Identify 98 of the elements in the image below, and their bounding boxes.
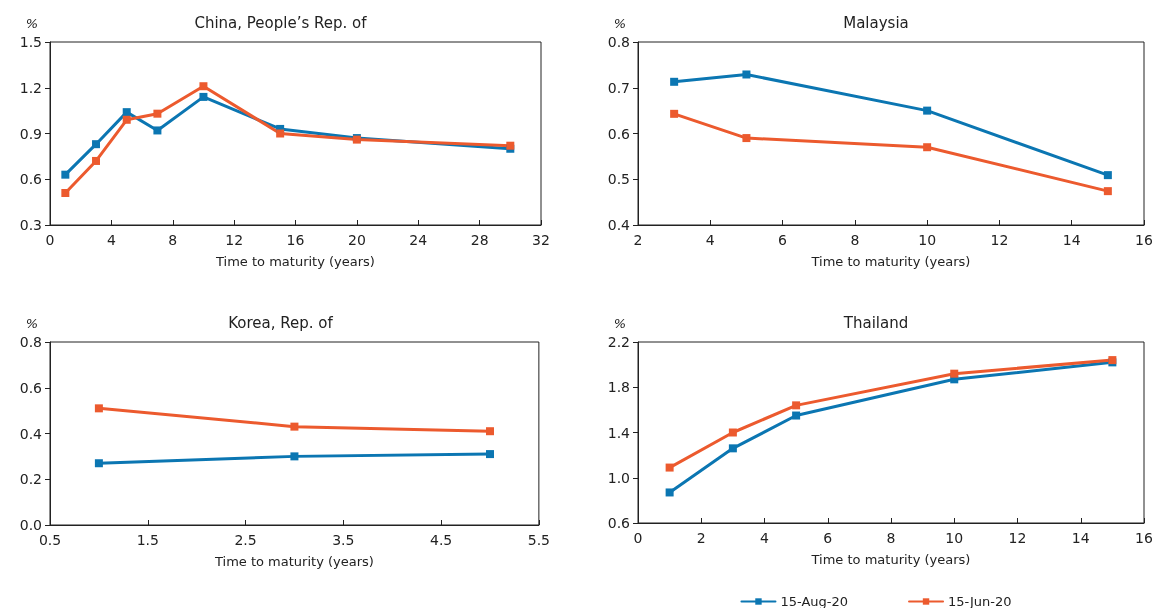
y-tick-label: 0.2 bbox=[19, 471, 42, 488]
x-tick-label: 1.5 bbox=[136, 532, 159, 548]
y-tick-label: 1.4 bbox=[607, 424, 631, 441]
x-tick-label: 14 bbox=[1062, 232, 1081, 248]
y-tick-label: 0.3 bbox=[19, 217, 42, 233]
chart-title: China, People’s Rep. of bbox=[194, 13, 368, 32]
point bbox=[665, 488, 674, 497]
x-tick-label: 28 bbox=[470, 232, 489, 248]
point bbox=[923, 106, 932, 115]
point bbox=[485, 450, 494, 459]
x-tick-label: 0 bbox=[45, 232, 55, 248]
x-tick-label: 6 bbox=[778, 232, 788, 248]
x-axis-title: Time to maturity (years) bbox=[810, 552, 971, 567]
x-axis-title: Time to maturity (years) bbox=[810, 254, 971, 269]
x-tick-label: 16 bbox=[286, 232, 305, 248]
y-axis-title: % bbox=[613, 316, 626, 331]
x-tick-label: 4 bbox=[106, 232, 116, 248]
x-tick-label: 0 bbox=[633, 530, 643, 546]
point bbox=[728, 428, 737, 437]
x-tick-label: 14 bbox=[1071, 530, 1090, 546]
point bbox=[94, 404, 103, 413]
y-tick-label: 0.6 bbox=[607, 515, 631, 531]
y-axis-title: % bbox=[25, 16, 38, 31]
point bbox=[153, 109, 162, 118]
x-tick-label: 10 bbox=[918, 232, 937, 248]
x-tick-label: 32 bbox=[532, 232, 550, 248]
legend-label: 15-Jun-20 bbox=[948, 594, 1012, 608]
point bbox=[92, 140, 101, 149]
x-tick-label: 12 bbox=[1008, 530, 1027, 546]
y-tick-label: 0.6 bbox=[19, 171, 43, 188]
point bbox=[742, 134, 751, 143]
y-tick-label: 0.4 bbox=[607, 217, 631, 233]
point bbox=[728, 444, 737, 453]
y-tick-label: 0.0 bbox=[19, 517, 42, 533]
point bbox=[485, 427, 494, 436]
x-tick-label: 8 bbox=[168, 232, 178, 248]
y-tick-label: 0.7 bbox=[607, 79, 630, 96]
x-tick-label: 2 bbox=[633, 232, 643, 248]
x-tick-label: 2 bbox=[696, 530, 706, 546]
point bbox=[290, 452, 299, 461]
point bbox=[950, 369, 959, 378]
point bbox=[122, 108, 131, 117]
y-tick-label: 1.8 bbox=[607, 379, 630, 396]
y-tick-label: 0.6 bbox=[19, 379, 43, 396]
x-tick-label: 20 bbox=[347, 232, 366, 248]
x-tick-label: 24 bbox=[409, 232, 428, 248]
point bbox=[742, 70, 751, 79]
point bbox=[199, 82, 208, 91]
point bbox=[94, 459, 103, 468]
point bbox=[670, 77, 679, 86]
y-tick-label: 0.8 bbox=[607, 34, 630, 50]
point bbox=[670, 109, 679, 118]
x-tick-label: 4 bbox=[705, 232, 715, 248]
x-tick-label: 16 bbox=[1135, 232, 1153, 248]
chart-title: Korea, Rep. of bbox=[228, 313, 334, 332]
y-tick-label: 0.5 bbox=[607, 171, 630, 188]
x-tick-label: 5.5 bbox=[527, 532, 550, 548]
x-axis-title: Time to maturity (years) bbox=[215, 254, 375, 269]
point bbox=[792, 411, 801, 420]
point bbox=[290, 422, 299, 431]
x-tick-label: 2.5 bbox=[234, 532, 257, 548]
point bbox=[199, 92, 208, 101]
x-tick-label: 0.5 bbox=[38, 532, 62, 548]
point bbox=[665, 463, 674, 472]
x-tick-label: 3.5 bbox=[332, 532, 355, 548]
y-tick-label: 0.6 bbox=[607, 125, 631, 142]
y-tick-label: 0.9 bbox=[19, 125, 42, 142]
x-tick-label: 6 bbox=[823, 530, 833, 546]
point bbox=[1103, 171, 1112, 180]
point bbox=[276, 129, 285, 138]
point bbox=[61, 170, 70, 179]
point bbox=[61, 188, 70, 197]
point bbox=[153, 126, 162, 135]
y-tick-label: 1.5 bbox=[19, 34, 42, 50]
legend-label: 15-Aug-20 bbox=[780, 594, 849, 608]
y-tick-label: 1.0 bbox=[607, 469, 630, 486]
point bbox=[92, 156, 101, 165]
point bbox=[122, 115, 131, 124]
x-tick-label: 16 bbox=[1135, 530, 1153, 546]
point bbox=[1103, 187, 1112, 196]
chart-title: Malaysia bbox=[843, 13, 909, 32]
x-tick-label: 8 bbox=[850, 232, 860, 248]
point bbox=[923, 143, 932, 152]
x-tick-label: 8 bbox=[886, 530, 896, 546]
y-tick-label: 2.2 bbox=[607, 334, 630, 350]
x-tick-label: 4 bbox=[760, 530, 770, 546]
y-axis-title: % bbox=[613, 16, 626, 31]
x-tick-label: 4.5 bbox=[429, 532, 453, 548]
y-axis-title: % bbox=[25, 316, 38, 331]
chart-title: Thailand bbox=[842, 313, 909, 332]
y-tick-label: 1.2 bbox=[19, 79, 42, 96]
point bbox=[792, 401, 801, 410]
y-tick-label: 0.4 bbox=[19, 425, 43, 442]
x-tick-label: 12 bbox=[990, 232, 1009, 248]
x-tick-label: 10 bbox=[945, 530, 964, 546]
x-tick-label: 12 bbox=[225, 232, 244, 248]
y-tick-label: 0.8 bbox=[19, 334, 42, 350]
x-axis-title: Time to maturity (years) bbox=[213, 554, 374, 569]
